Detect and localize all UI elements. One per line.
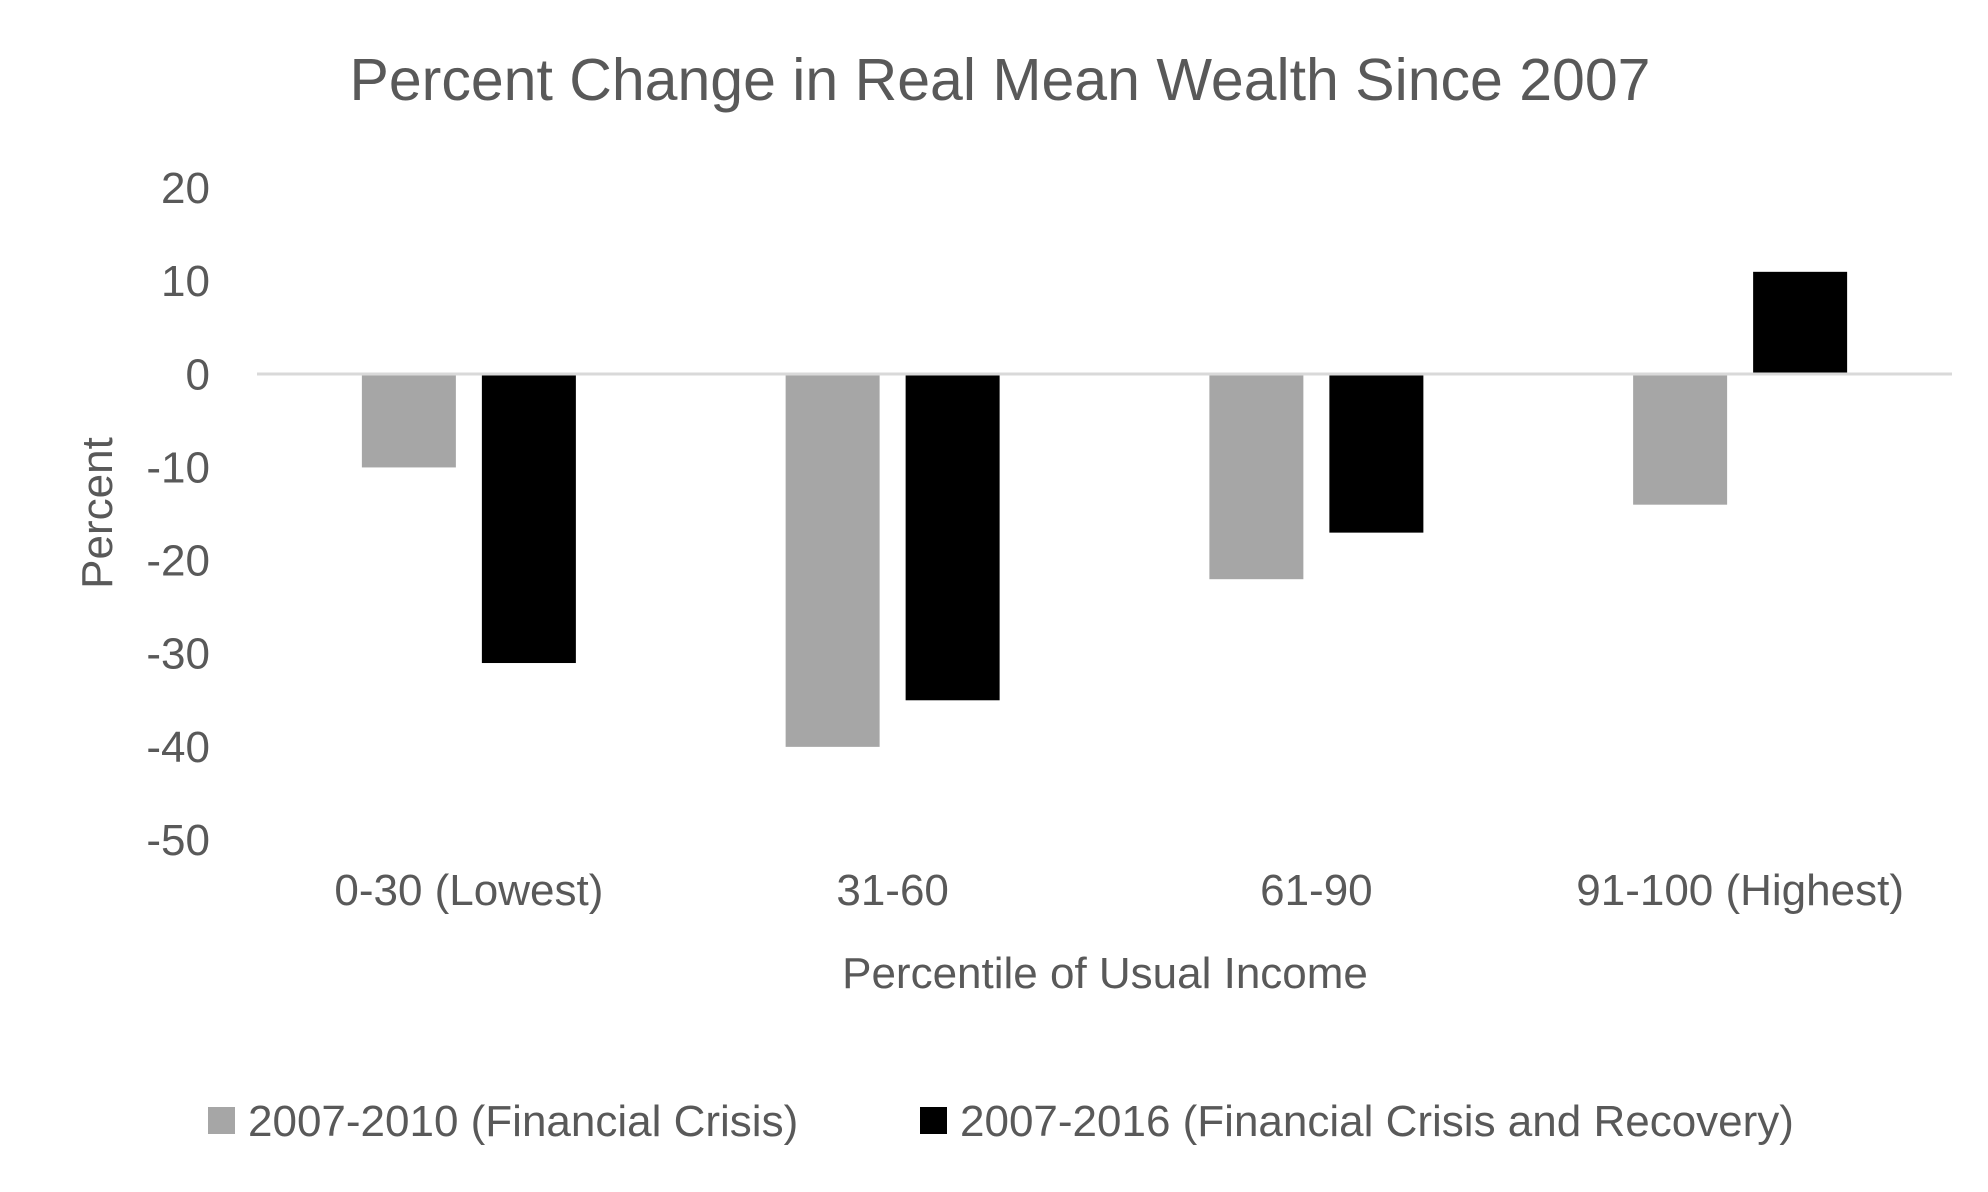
y-tick-label: 20	[161, 164, 210, 213]
y-tick-label: -30	[146, 630, 210, 679]
bar-1-4	[1633, 374, 1728, 505]
y-tick-label: -50	[146, 816, 210, 865]
x-tick-label: 91-100 (Highest)	[1576, 866, 1904, 915]
legend-swatch-2	[920, 1107, 947, 1134]
chart-title: Percent Change in Real Mean Wealth Since…	[350, 47, 1651, 113]
y-axis-label: Percent	[73, 437, 122, 589]
bar-1-3	[1209, 374, 1304, 580]
x-tick-label: 0-30 (Lowest)	[334, 866, 603, 915]
y-axis: 20 10 0 -10 -20 -30 -40 -50	[146, 164, 210, 865]
legend-label-1: 2007-2010 (Financial Crisis)	[248, 1097, 798, 1146]
bar-2-2	[905, 374, 1000, 701]
bar-2-4	[1753, 271, 1848, 375]
y-tick-label: -20	[146, 537, 210, 586]
bar-2-3	[1329, 374, 1424, 533]
legend-label-2: 2007-2016 (Financial Crisis and Recovery…	[960, 1097, 1794, 1146]
bars-group	[361, 271, 1848, 747]
bar-1-1	[361, 374, 456, 468]
x-axis: 0-30 (Lowest) 31-60 61-90 91-100 (Highest)	[334, 866, 1904, 915]
y-tick-label: -10	[146, 443, 210, 492]
bar-2-1	[481, 374, 576, 664]
x-axis-label: Percentile of Usual Income	[842, 949, 1368, 998]
x-tick-label: 31-60	[836, 866, 949, 915]
x-tick-label: 61-90	[1260, 866, 1373, 915]
legend: 2007-2010 (Financial Crisis) 2007-2016 (F…	[208, 1097, 1794, 1146]
y-tick-label: -40	[146, 723, 210, 772]
legend-swatch-1	[208, 1107, 235, 1134]
bar-1-2	[785, 374, 880, 747]
y-tick-label: 10	[161, 257, 210, 306]
y-tick-label: 0	[186, 350, 210, 399]
